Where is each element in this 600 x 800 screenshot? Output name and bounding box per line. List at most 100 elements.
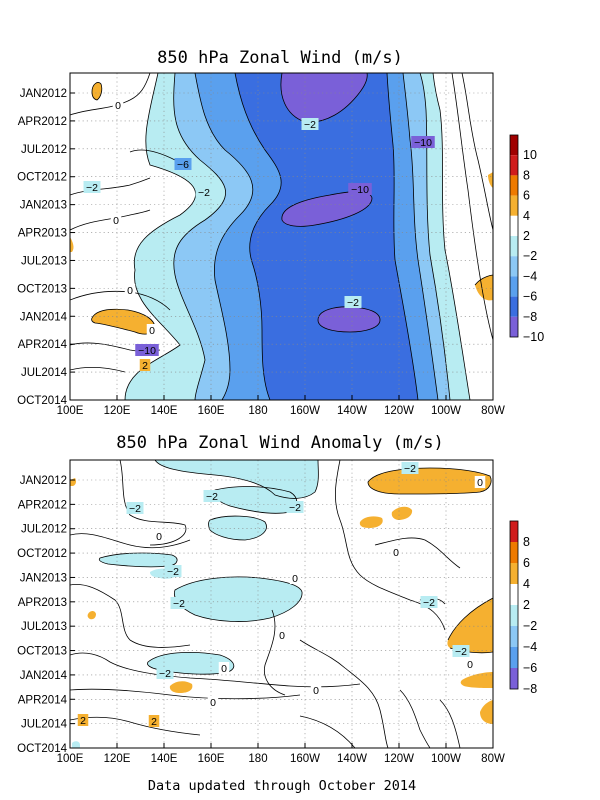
- top-contour-label-bg: [83, 181, 101, 193]
- bottom-colorbar-swatch: [510, 605, 518, 626]
- top-contour-label: −2: [86, 182, 98, 194]
- top-colorbar-label: −4: [523, 269, 537, 283]
- top-x-tick-label: 100W: [431, 405, 461, 417]
- bottom-colorbar-swatch: [510, 584, 518, 605]
- top-contour-label-bg: [195, 186, 213, 198]
- bottom-contour-label: −2: [423, 597, 435, 609]
- bottom-contour-label: −2: [289, 502, 301, 514]
- bottom-colorbar-label: −4: [523, 640, 537, 654]
- top-colorbar-swatch: [510, 155, 518, 176]
- bottom-contour-label: −2: [129, 503, 141, 515]
- top-contour-label: −2: [347, 297, 359, 309]
- top-contour-label: −10: [138, 345, 156, 357]
- top-x-tick-label: 140W: [337, 405, 367, 417]
- bottom-contour-label: −2: [167, 566, 179, 578]
- top-y-tick-label: JUL2013: [21, 255, 67, 267]
- bottom-colorbar-label: 4: [523, 577, 530, 591]
- bottom-contour-label: −2: [159, 668, 171, 680]
- top-field-purple-2: [281, 191, 372, 227]
- top-field-orange-3: [91, 309, 155, 335]
- top-y-tick-label: APR2014: [18, 339, 68, 351]
- top-contour-label: 0: [113, 215, 119, 227]
- top-colorbar-label: −2: [523, 249, 537, 263]
- bottom-heatmap-panel: 100E 120E 140E 160E 180 160W 140W 120W 100W 80W JA…: [17, 459, 505, 765]
- top-colorbar: 10 8 6 4 2 −2 −4 −6 −8 −10: [509, 134, 544, 344]
- top-x-tick-label: 140E: [151, 405, 178, 417]
- bottom-contour-label: −2: [455, 646, 467, 658]
- top-contour-label-bg: [301, 118, 319, 130]
- top-contour-labels: 0 −2 −10 −6 −2 −2 0 −10 0 −2 0 −10 2: [83, 99, 435, 372]
- top-contour-label-bg: [112, 99, 124, 111]
- bot-field-or-5: [460, 672, 493, 688]
- bottom-colorbar-label: −8: [523, 682, 537, 696]
- bottom-colorbar-label: 6: [523, 556, 530, 570]
- bottom-y-tick-label: OCT2014: [17, 743, 67, 755]
- bottom-x-tick-label: 100E: [57, 753, 84, 765]
- bottom-colorbar-label: 8: [523, 535, 530, 549]
- bot-field-or-4: [447, 598, 493, 653]
- top-contour-label: −10: [414, 137, 432, 149]
- top-contour-label: 0: [115, 100, 121, 112]
- bottom-contour-label-bg: [77, 714, 89, 726]
- bottom-contour-label-bg: [310, 684, 322, 696]
- top-contour-label: 0: [149, 325, 155, 337]
- bottom-anomaly-fields: [70, 460, 493, 748]
- bottom-contour-label: −2: [173, 598, 185, 610]
- top-contour-label: 2: [142, 360, 148, 372]
- top-x-tick-label: 160E: [198, 405, 225, 417]
- top-contour-label-bg: [124, 284, 136, 296]
- top-x-tick-label: 180: [248, 405, 267, 417]
- top-y-tick-label: JAN2012: [20, 88, 67, 100]
- top-wind-fields: [70, 73, 493, 400]
- bottom-contour-label: 0: [313, 685, 319, 697]
- bottom-y-tick-label: JAN2014: [20, 670, 68, 682]
- top-contour-label-bg: [139, 359, 151, 371]
- top-colorbar-swatch: [510, 316, 518, 337]
- top-y-tick-label: OCT2012: [17, 172, 67, 184]
- top-y-tick-label: JUL2014: [21, 367, 68, 379]
- top-contour-label: −2: [198, 187, 210, 199]
- bottom-contour-label-bg: [203, 490, 221, 502]
- top-contour-label-bg: [135, 344, 159, 356]
- bottom-colorbar-swatch: [510, 626, 518, 647]
- bottom-contour-label-bg: [164, 565, 182, 577]
- top-contour-label-bg: [174, 158, 192, 170]
- bottom-contour-label-bg: [464, 658, 476, 670]
- bottom-contour-label-bg: [207, 696, 219, 708]
- bottom-chart-title: 850 hPa Zonal Wind Anomaly (m/s): [116, 433, 444, 453]
- top-chart-title: 850 hPa Zonal Wind (m/s): [157, 48, 403, 68]
- top-y-tick-label: APR2012: [18, 116, 67, 128]
- bottom-colorbar-swatch: [510, 668, 518, 689]
- bottom-colorbar-swatch: [510, 542, 518, 563]
- top-y-tick-label: OCT2013: [17, 283, 67, 295]
- bottom-y-tick-label: JUL2012: [21, 524, 67, 536]
- top-field-orange-5: [488, 172, 493, 188]
- top-y-tick-label: JAN2014: [20, 311, 68, 323]
- top-field-orange-2: [70, 237, 74, 252]
- bot-field-or-1: [368, 468, 492, 494]
- top-x-tick-label: 80W: [481, 405, 505, 417]
- bottom-contour-label: 2: [80, 715, 86, 727]
- top-x-tick-label: 100E: [57, 405, 84, 417]
- bottom-contour-label-bg: [401, 462, 419, 474]
- bottom-x-tick-label: 160E: [198, 753, 225, 765]
- bottom-y-tick-label: OCT2013: [17, 646, 67, 658]
- bot-field-lb-2: [214, 486, 297, 514]
- top-x-tick-label: 120W: [384, 405, 414, 417]
- bottom-colorbar-border: [509, 520, 519, 690]
- bot-field-or-6: [480, 700, 493, 724]
- top-field-orange-1: [92, 82, 102, 100]
- bot-field-lb-8: [72, 741, 80, 748]
- bottom-contour-label-bg: [420, 596, 438, 608]
- top-colorbar-swatch: [510, 296, 518, 317]
- bottom-x-tick-label: 160W: [290, 753, 320, 765]
- top-y-tick-label: JUL2012: [21, 144, 67, 156]
- top-x-tick-label: 160W: [290, 405, 320, 417]
- top-colorbar-swatch: [510, 236, 518, 257]
- top-field-purple-3: [318, 306, 380, 332]
- bottom-contour-label: 0: [292, 573, 298, 585]
- top-colorbar-swatch: [510, 276, 518, 297]
- bottom-colorbar-swatch: [510, 563, 518, 584]
- bottom-contour-label-bg: [126, 502, 144, 514]
